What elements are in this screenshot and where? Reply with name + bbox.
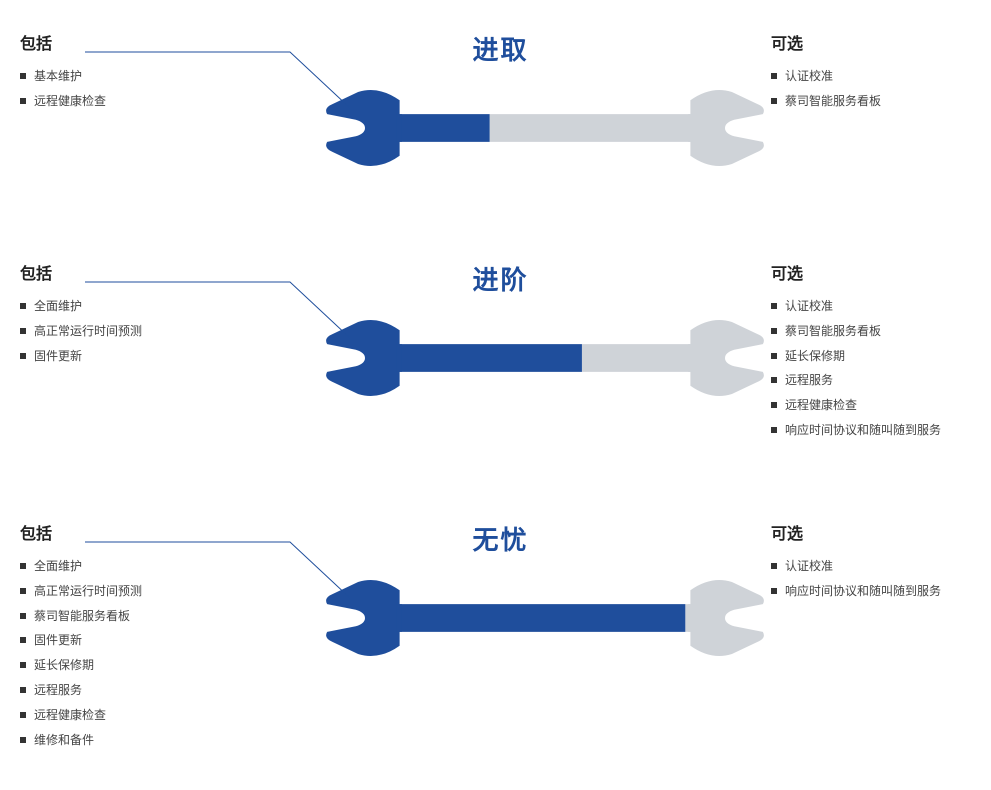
optional-item: 延长保修期	[771, 344, 981, 369]
included-item: 远程健康检查	[20, 703, 240, 728]
optional-list: 认证校准蔡司智能服务看板	[771, 64, 981, 114]
wrench-graphic	[310, 68, 780, 188]
included-list: 全面维护高正常运行时间预测固件更新	[20, 294, 240, 368]
included-item: 固件更新	[20, 628, 240, 653]
optional-item: 远程服务	[771, 368, 981, 393]
included-heading: 包括	[20, 30, 240, 54]
included-item: 维修和备件	[20, 728, 240, 753]
included-item: 延长保修期	[20, 653, 240, 678]
infographic-page: 包括基本维护远程健康检查可选认证校准蔡司智能服务看板进取 包括全面维护高正常运行…	[0, 0, 991, 750]
included-list: 全面维护高正常运行时间预测蔡司智能服务看板固件更新延长保修期远程服务远程健康检查…	[20, 554, 240, 752]
included-item: 高正常运行时间预测	[20, 319, 240, 344]
included-list: 基本维护远程健康检查	[20, 64, 240, 114]
included-heading: 包括	[20, 520, 240, 544]
optional-list: 认证校准响应时间协议和随叫随到服务	[771, 554, 981, 604]
included-item: 全面维护	[20, 294, 240, 319]
optional-item: 蔡司智能服务看板	[771, 319, 981, 344]
included-item: 基本维护	[20, 64, 240, 89]
optional-heading: 可选	[771, 30, 981, 54]
included-heading: 包括	[20, 260, 240, 284]
optional-item: 认证校准	[771, 294, 981, 319]
wrench-icon	[310, 558, 780, 678]
included-column: 包括全面维护高正常运行时间预测固件更新	[20, 260, 240, 368]
optional-item: 响应时间协议和随叫随到服务	[771, 579, 981, 604]
optional-item: 响应时间协议和随叫随到服务	[771, 418, 981, 443]
optional-heading: 可选	[771, 260, 981, 284]
included-item: 蔡司智能服务看板	[20, 604, 240, 629]
optional-item: 认证校准	[771, 64, 981, 89]
tier-tier-a: 包括基本维护远程健康检查 可选认证校准蔡司智能服务看板 进取	[20, 30, 981, 220]
wrench-icon	[310, 298, 780, 418]
included-item: 全面维护	[20, 554, 240, 579]
optional-column: 可选认证校准蔡司智能服务看板	[771, 30, 981, 114]
optional-column: 可选认证校准蔡司智能服务看板延长保修期远程服务远程健康检查响应时间协议和随叫随到…	[771, 260, 981, 443]
tier-tier-b: 包括全面维护高正常运行时间预测固件更新可选认证校准蔡司智能服务看板延长保修期远程…	[20, 260, 981, 480]
optional-item: 蔡司智能服务看板	[771, 89, 981, 114]
optional-item: 远程健康检查	[771, 393, 981, 418]
wrench-graphic	[310, 558, 780, 678]
tier-title: 进阶	[472, 260, 528, 297]
included-item: 高正常运行时间预测	[20, 579, 240, 604]
optional-heading: 可选	[771, 520, 981, 544]
included-item: 远程服务	[20, 678, 240, 703]
optional-column: 可选认证校准响应时间协议和随叫随到服务	[771, 520, 981, 604]
included-column: 包括全面维护高正常运行时间预测蔡司智能服务看板固件更新延长保修期远程服务远程健康…	[20, 520, 240, 752]
tier-title: 进取	[472, 30, 528, 67]
optional-item: 认证校准	[771, 554, 981, 579]
included-column: 包括基本维护远程健康检查	[20, 30, 240, 114]
included-item: 远程健康检查	[20, 89, 240, 114]
tier-title: 无忧	[472, 520, 528, 557]
wrench-graphic	[310, 298, 780, 418]
optional-list: 认证校准蔡司智能服务看板延长保修期远程服务远程健康检查响应时间协议和随叫随到服务	[771, 294, 981, 443]
included-item: 固件更新	[20, 344, 240, 369]
wrench-icon	[310, 68, 780, 188]
